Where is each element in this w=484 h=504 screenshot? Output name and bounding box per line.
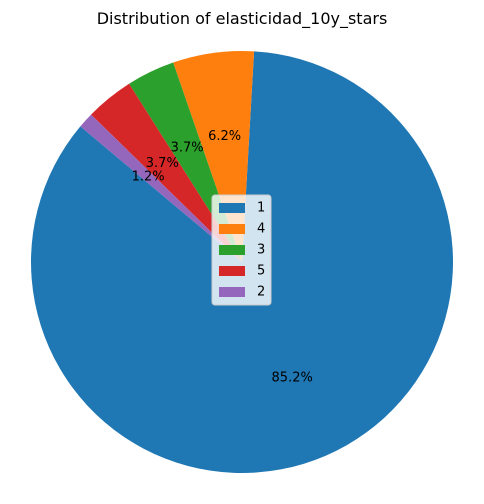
percent-labels: 85.2%6.2%3.7%3.7%1.2%: [132, 129, 313, 386]
legend-label-1: 1: [257, 201, 265, 216]
percent-label-1: 85.2%: [272, 371, 313, 386]
legend-swatch-2: [219, 287, 245, 297]
chart-title: Distribution of elasticidad_10y_stars: [97, 9, 388, 29]
legend-swatch-1: [219, 203, 245, 213]
percent-label-5: 3.7%: [146, 156, 179, 171]
pie-slice-2: [80, 114, 242, 263]
percent-label-3: 3.7%: [171, 140, 204, 155]
pie-slice-5: [91, 83, 242, 263]
legend-label-3: 3: [257, 243, 265, 258]
percent-label-4: 6.2%: [208, 129, 241, 144]
legend-label-2: 2: [257, 285, 265, 300]
legend-swatch-3: [219, 245, 245, 255]
legend: 1 4 3 5 2: [211, 194, 272, 306]
legend-label-4: 4: [257, 222, 265, 237]
legend-label-5: 5: [257, 264, 265, 279]
legend-swatch-5: [219, 266, 245, 276]
legend-swatch-4: [219, 224, 245, 234]
percent-label-2: 1.2%: [132, 170, 165, 185]
